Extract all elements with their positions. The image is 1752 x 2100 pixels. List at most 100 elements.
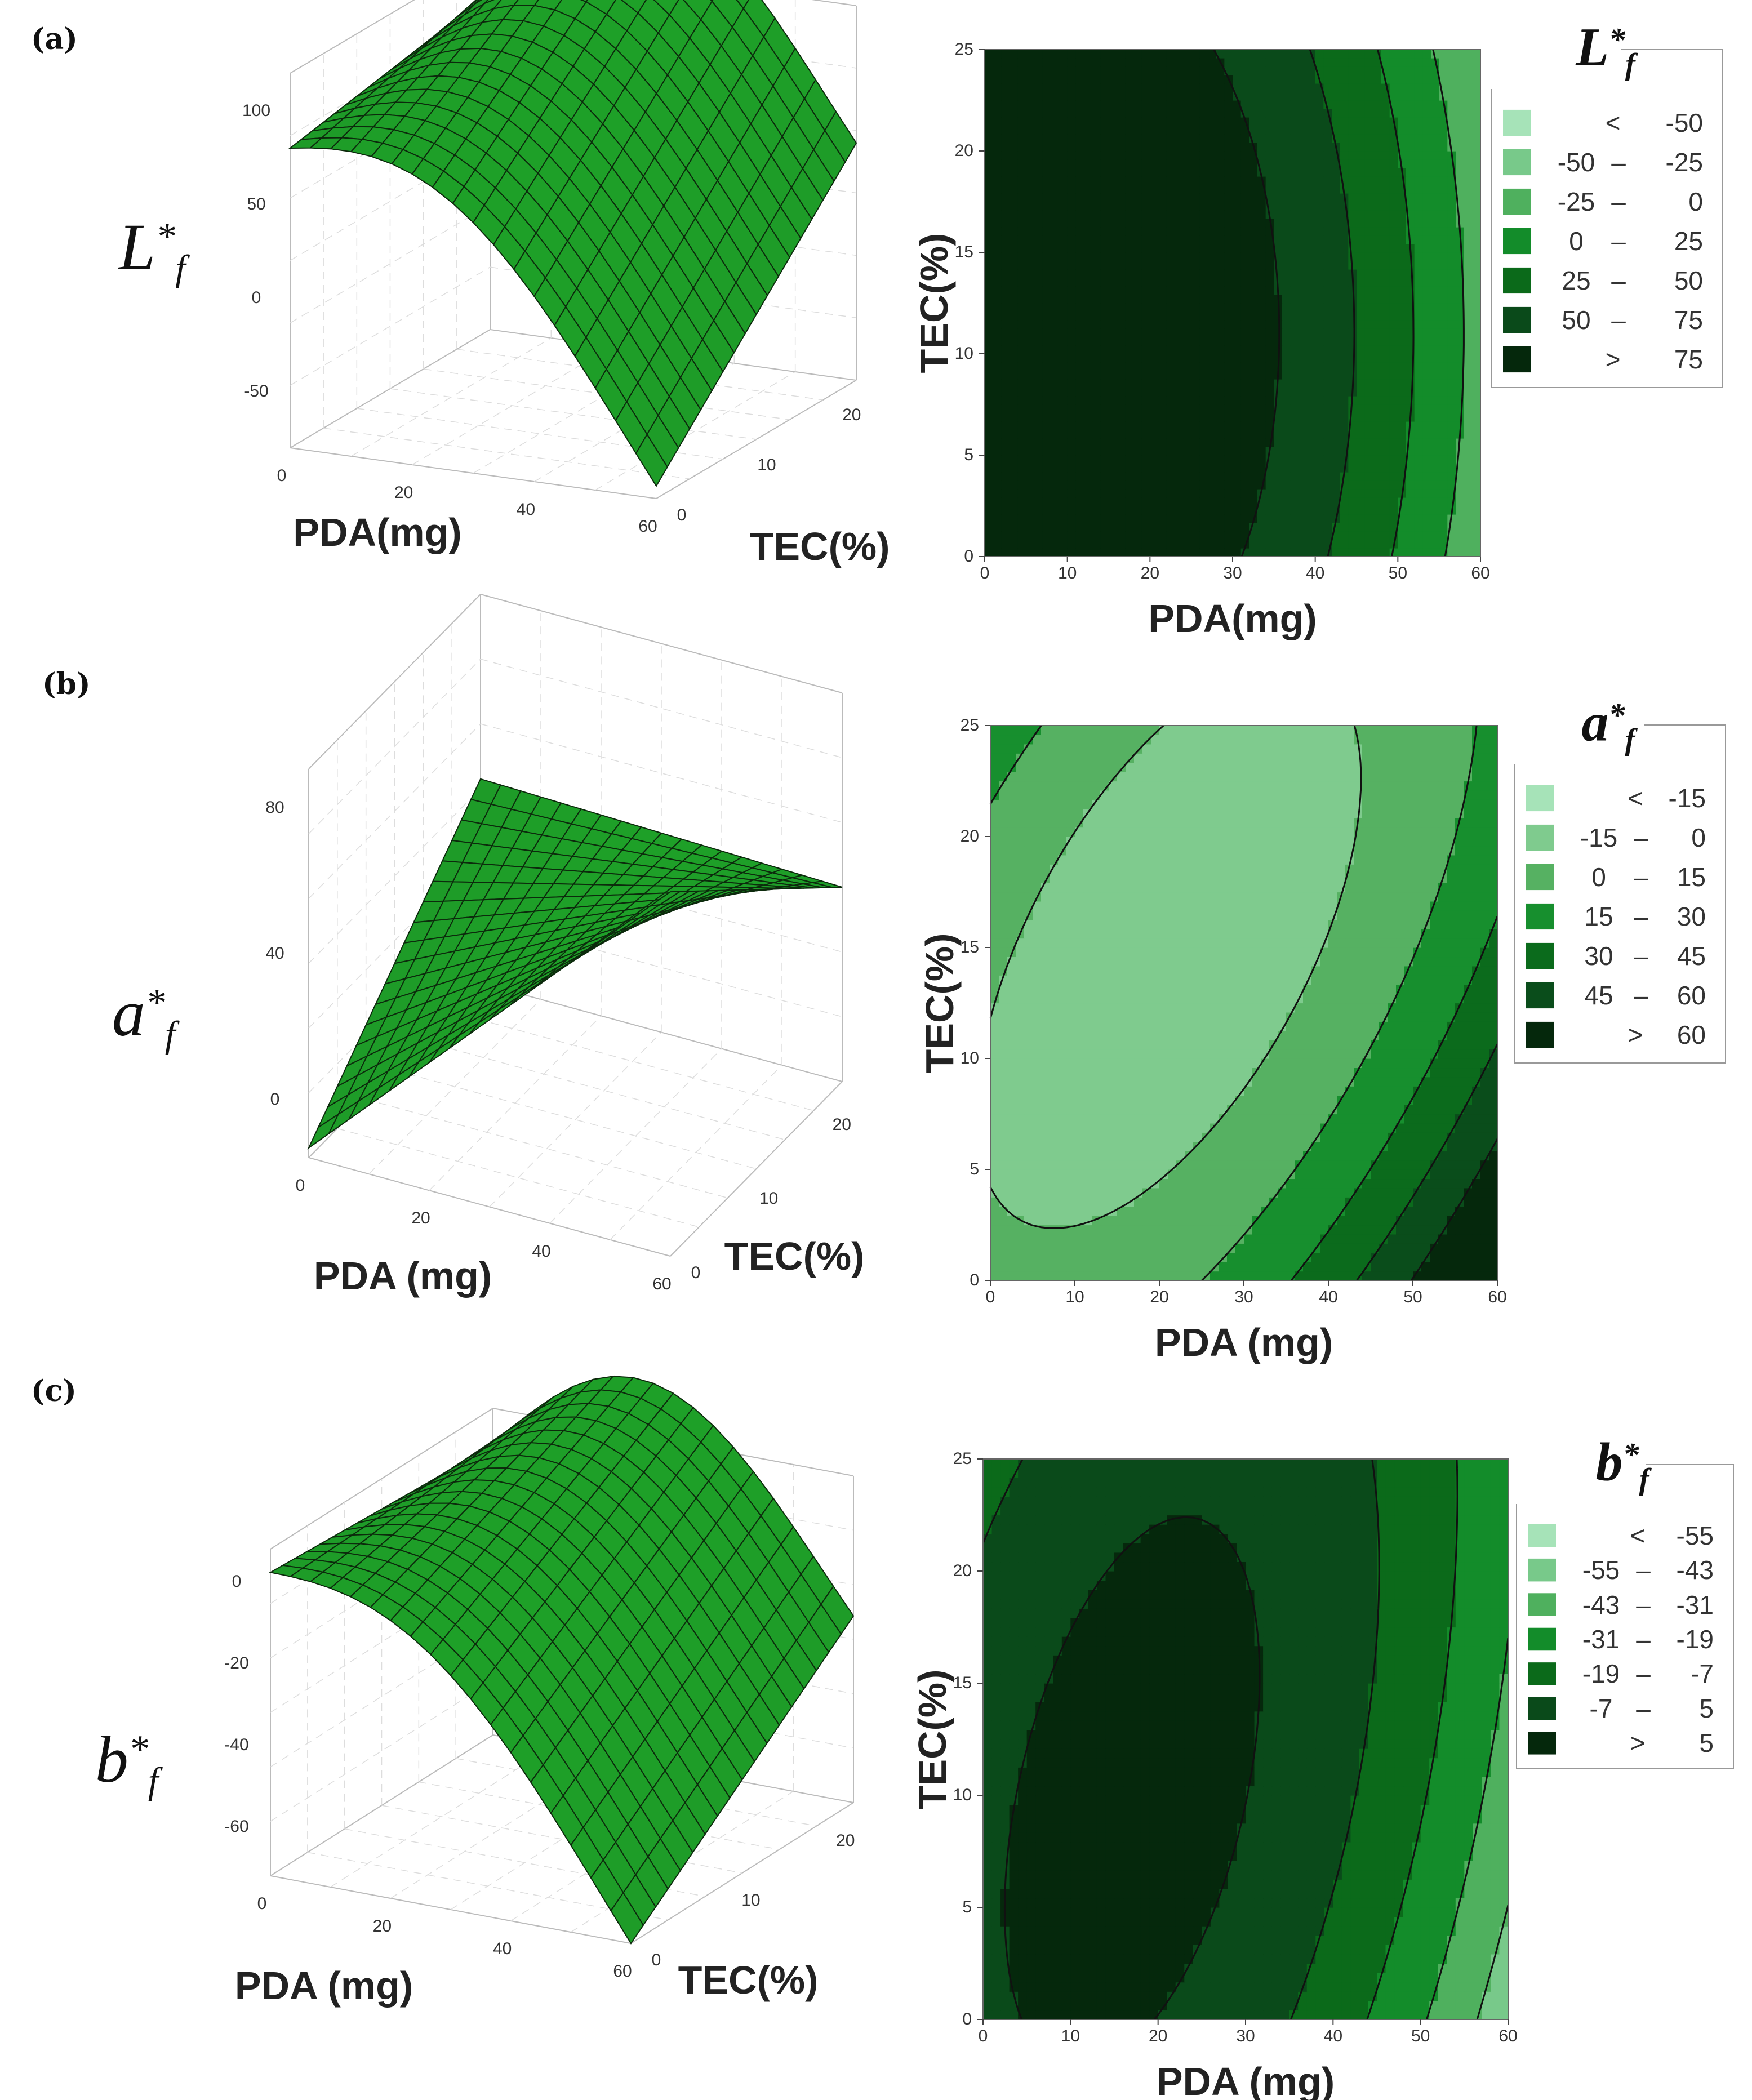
contour-cell <box>1345 1151 1354 1161</box>
contour-cell <box>1340 396 1349 405</box>
contour-cell <box>1464 66 1473 75</box>
contour-cell <box>1059 286 1068 295</box>
contour-cell <box>1389 227 1398 236</box>
contour-cell <box>993 261 1002 270</box>
contour-cell <box>1075 1067 1084 1078</box>
contour-cell <box>1059 531 1068 540</box>
contour-cell <box>1282 540 1291 549</box>
contour-cell <box>1265 261 1274 270</box>
contour-cell <box>1373 278 1382 287</box>
contour-cell <box>1216 244 1225 253</box>
contour-cell <box>1134 1095 1143 1105</box>
contour-cell <box>1489 1178 1498 1189</box>
contour-cell <box>1016 1095 1025 1105</box>
contour-cell <box>1208 413 1217 422</box>
contour-cell <box>1456 244 1465 253</box>
contour-cell <box>1010 379 1019 388</box>
contour-cell <box>1158 210 1167 219</box>
contour-cell <box>1117 1234 1126 1244</box>
contour-cell <box>1176 1076 1185 1087</box>
contour-cell <box>1067 480 1076 490</box>
contour-cell <box>1059 523 1068 532</box>
contour-cell <box>1141 303 1150 312</box>
contour-cell <box>1447 227 1456 236</box>
contour-cell <box>1092 92 1101 101</box>
contour-cell <box>1125 168 1134 177</box>
contour-cell <box>1059 345 1068 354</box>
contour-cell <box>1026 489 1035 498</box>
contour-cell <box>1430 1114 1439 1124</box>
contour-cell <box>1109 421 1118 430</box>
contour-cell <box>1447 455 1456 464</box>
contour-cell <box>1126 1216 1135 1226</box>
contour-cell <box>1168 1271 1177 1281</box>
contour-cell <box>1034 261 1043 270</box>
contour-cell <box>1323 354 1332 363</box>
contour-cell <box>1381 464 1390 473</box>
contour-cell <box>1357 252 1366 261</box>
contour-cell <box>1357 438 1366 447</box>
contour-cell <box>1134 1225 1143 1235</box>
contour-cell <box>1456 210 1465 219</box>
contour-cell <box>1240 489 1249 498</box>
contour-cell <box>1464 337 1473 346</box>
contour-cell <box>1150 151 1159 160</box>
contour-cell <box>993 168 1002 177</box>
contour-cell <box>1252 1114 1261 1124</box>
contour-cell <box>993 143 1002 152</box>
contour-cell <box>1117 286 1126 295</box>
contour-cell <box>1430 1234 1439 1244</box>
contour-cell <box>1439 58 1448 67</box>
contour-cell <box>1422 480 1431 490</box>
contour-cell <box>1001 472 1010 481</box>
contour-cell <box>1320 1105 1329 1115</box>
contour-cell <box>1100 261 1109 270</box>
contour-cell <box>1340 126 1349 135</box>
contour-cell <box>1066 1114 1075 1124</box>
contour-cell <box>1150 523 1159 532</box>
contour-cell <box>1315 447 1324 456</box>
contour-cell <box>1431 286 1440 295</box>
contour-cell <box>1199 430 1208 439</box>
contour-cell <box>1464 531 1473 540</box>
contour-cell <box>1422 278 1431 287</box>
contour-cell <box>1109 202 1118 211</box>
contour-cell <box>1191 117 1200 126</box>
contour-cell <box>1456 303 1465 312</box>
contour-cell <box>1489 1151 1498 1161</box>
contour-cell <box>1396 1132 1405 1142</box>
contour-cell <box>1323 219 1332 228</box>
contour-cell <box>1084 379 1093 388</box>
contour-cell <box>1456 362 1465 371</box>
contour-cell <box>1183 210 1192 219</box>
contour-cell <box>1010 328 1019 337</box>
contour-cell <box>1362 1067 1371 1078</box>
contour-cell <box>1033 1178 1042 1189</box>
contour-cell <box>1026 480 1035 490</box>
contour-cell <box>1303 1114 1312 1124</box>
contour-cell <box>993 472 1002 481</box>
contour-cell <box>1337 1178 1346 1189</box>
contour-cell <box>1447 1114 1456 1124</box>
contour-cell <box>1328 1105 1337 1115</box>
contour-cell <box>1421 1271 1430 1281</box>
contour-cell <box>1075 1216 1084 1226</box>
contour-cell <box>1379 1225 1388 1235</box>
contour-cell <box>1282 202 1291 211</box>
contour-cell <box>1100 202 1109 211</box>
contour-cell <box>1084 75 1093 84</box>
contour-cell <box>1414 464 1423 473</box>
contour-cell <box>1075 193 1084 202</box>
contour-cell <box>1240 362 1249 371</box>
contour-cell <box>1274 388 1283 397</box>
contour-cell <box>1332 269 1341 278</box>
contour-cell <box>1191 320 1200 329</box>
contour-cell <box>1191 159 1200 168</box>
contour-cell <box>1373 312 1382 321</box>
contour-cell <box>1323 278 1332 287</box>
contour-cell <box>1364 117 1373 126</box>
contour-cell <box>1456 328 1465 337</box>
contour-cell <box>1269 1206 1278 1216</box>
contour-cell <box>1455 1123 1464 1133</box>
contour-cell <box>1151 1225 1160 1235</box>
